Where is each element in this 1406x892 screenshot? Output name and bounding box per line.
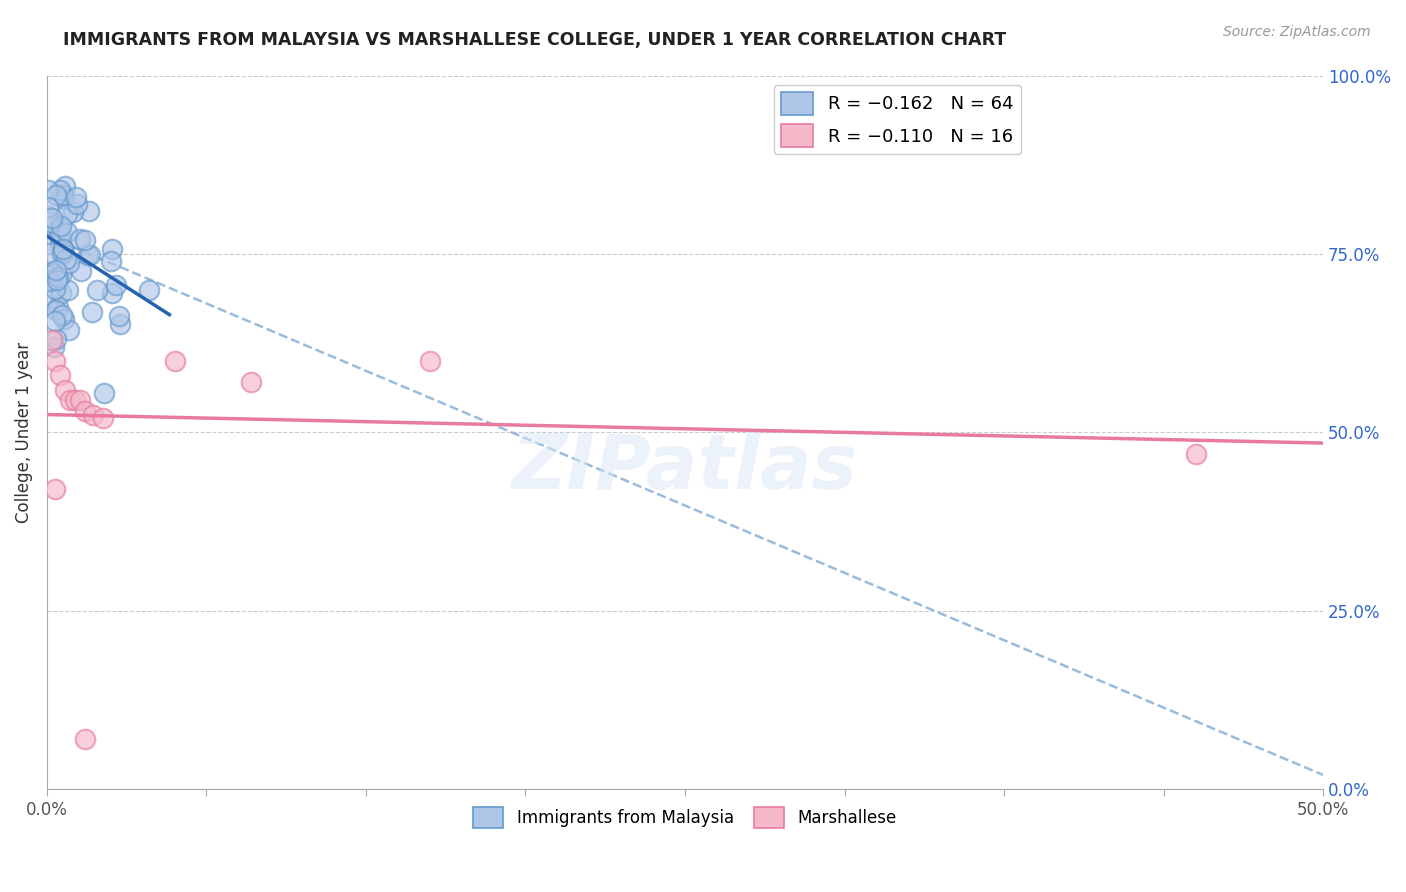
- Point: [240, 376, 263, 390]
- Point: [42, 341, 65, 355]
- Point: [79, 247, 101, 261]
- Point: [62, 205, 84, 219]
- Point: [52, 312, 75, 326]
- Point: [49, 286, 72, 301]
- Point: [69, 263, 91, 277]
- Point: [108, 310, 131, 324]
- Point: [56, 284, 79, 298]
- Point: [91, 411, 114, 425]
- Text: ZIPatlas: ZIPatlas: [512, 431, 858, 505]
- Point: [63, 393, 86, 408]
- Point: [108, 317, 131, 331]
- Text: Source: ZipAtlas.com: Source: ZipAtlas.com: [1223, 25, 1371, 39]
- Point: [41, 333, 63, 347]
- Point: [163, 354, 186, 368]
- Point: [75, 732, 97, 747]
- Point: [48, 220, 70, 235]
- Point: [37, 216, 59, 230]
- Point: [51, 219, 73, 234]
- Point: [38, 237, 60, 252]
- Point: [56, 226, 79, 240]
- Point: [49, 236, 72, 251]
- Point: [45, 332, 67, 346]
- Point: [49, 227, 72, 242]
- Point: [46, 301, 69, 315]
- Point: [100, 242, 122, 256]
- Point: [52, 243, 75, 257]
- Point: [41, 273, 63, 287]
- Point: [44, 282, 66, 296]
- Point: [69, 393, 91, 408]
- Point: [66, 196, 89, 211]
- Point: [44, 483, 66, 497]
- Point: [53, 383, 76, 397]
- Point: [75, 404, 97, 418]
- Point: [58, 255, 80, 269]
- Point: [100, 254, 122, 268]
- Point: [82, 408, 104, 422]
- Point: [56, 207, 79, 221]
- Text: IMMIGRANTS FROM MALAYSIA VS MARSHALLESE COLLEGE, UNDER 1 YEAR CORRELATION CHART: IMMIGRANTS FROM MALAYSIA VS MARSHALLESE …: [63, 31, 1007, 49]
- Point: [59, 393, 82, 408]
- Point: [44, 303, 66, 318]
- Point: [51, 268, 73, 282]
- Point: [101, 285, 124, 300]
- Point: [37, 268, 59, 282]
- Point: [75, 233, 97, 247]
- Point: [86, 283, 108, 297]
- Point: [37, 209, 59, 223]
- Point: [53, 192, 76, 206]
- Point: [79, 204, 101, 219]
- Point: [44, 354, 66, 368]
- Point: [48, 368, 70, 383]
- Point: [37, 183, 59, 197]
- Point: [45, 262, 67, 277]
- Y-axis label: College, Under 1 year: College, Under 1 year: [15, 342, 32, 523]
- Legend: Immigrants from Malaysia, Marshallese: Immigrants from Malaysia, Marshallese: [467, 801, 903, 834]
- Point: [1184, 447, 1206, 461]
- Point: [77, 247, 100, 261]
- Point: [44, 314, 66, 328]
- Point: [104, 277, 127, 292]
- Point: [38, 274, 60, 288]
- Point: [52, 242, 75, 256]
- Point: [44, 266, 66, 280]
- Point: [48, 270, 70, 285]
- Point: [38, 292, 60, 306]
- Point: [51, 308, 73, 322]
- Point: [51, 245, 73, 260]
- Point: [37, 200, 59, 214]
- Point: [58, 323, 80, 337]
- Point: [69, 232, 91, 246]
- Point: [52, 247, 75, 261]
- Point: [52, 187, 75, 202]
- Point: [55, 252, 77, 267]
- Point: [41, 246, 63, 260]
- Point: [49, 183, 72, 197]
- Point: [46, 273, 69, 287]
- Point: [65, 190, 87, 204]
- Point: [419, 354, 441, 368]
- Point: [138, 283, 160, 297]
- Point: [45, 188, 67, 202]
- Point: [93, 386, 115, 401]
- Point: [80, 305, 103, 319]
- Point: [41, 215, 63, 229]
- Point: [41, 211, 63, 226]
- Point: [53, 179, 76, 194]
